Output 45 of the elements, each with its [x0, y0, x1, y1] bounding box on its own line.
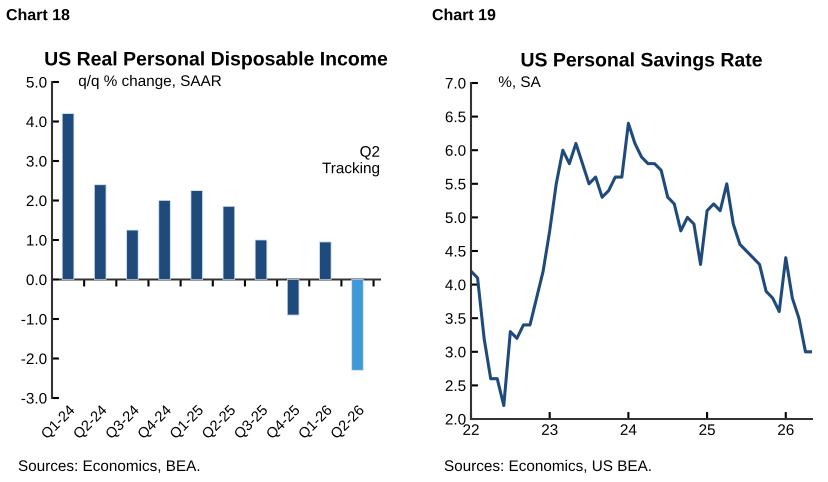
y-tick-label: 5.5: [446, 178, 466, 190]
y-tick-label: -2.0: [21, 353, 47, 364]
y-tick-label: -3.0: [21, 392, 47, 404]
y-tick-label: -1.0: [21, 314, 47, 325]
chart-title: US Personal Savings Rate: [522, 52, 762, 70]
bar: [319, 242, 332, 280]
source-note: Sources: Economics, BEA.: [18, 460, 200, 473]
x-tick-label: 23: [542, 424, 558, 436]
y-tick-label: 3.5: [445, 313, 466, 324]
chart-title: US Real Personal Disposable Income: [45, 51, 388, 70]
bar: [126, 230, 139, 280]
y-tick-label: 4.0: [26, 116, 47, 128]
bar: [254, 240, 268, 280]
y-tick-label: 2.5: [446, 380, 466, 392]
y-tick-label: 4.0: [445, 279, 466, 290]
x-tick-label: 26: [778, 424, 794, 436]
annotation: Q2 Tracking: [322, 146, 380, 176]
y-tick-label: 6.5: [446, 111, 466, 122]
bar: [62, 113, 74, 280]
caption: Chart 18: [6, 8, 70, 20]
y-tick-label: 5.0: [446, 212, 466, 224]
y-tick-label: 0.0: [26, 274, 47, 286]
x-tick-label: 22: [463, 424, 479, 435]
y-tick-label: 3.0: [445, 346, 466, 358]
bar: [158, 200, 171, 280]
y-tick-label: 1.0: [27, 234, 47, 246]
bar: [94, 184, 106, 280]
x-tick-label: 24: [620, 424, 636, 435]
line-series: [471, 122, 812, 408]
y-tick-label: 7.0: [446, 78, 466, 89]
source-note: Sources: Economics, US BEA.: [444, 460, 651, 473]
y-tick-label: 2.0: [446, 414, 466, 425]
y-axis-title: q/q % change, SAAR: [78, 74, 222, 90]
y-tick-label: 2.0: [26, 195, 47, 206]
bar: [351, 279, 364, 371]
bar: [222, 206, 236, 280]
x-tick-label: 25: [699, 424, 715, 436]
caption: Chart 19: [432, 8, 496, 20]
y-tick-label: 5.0: [26, 76, 47, 88]
bar: [286, 279, 300, 316]
y-tick-label: 6.0: [446, 145, 466, 156]
bar: [190, 190, 203, 280]
y-tick-label: 4.5: [445, 246, 466, 257]
y-axis-title: %, SA: [498, 76, 541, 89]
y-tick-label: 3.0: [26, 156, 47, 167]
